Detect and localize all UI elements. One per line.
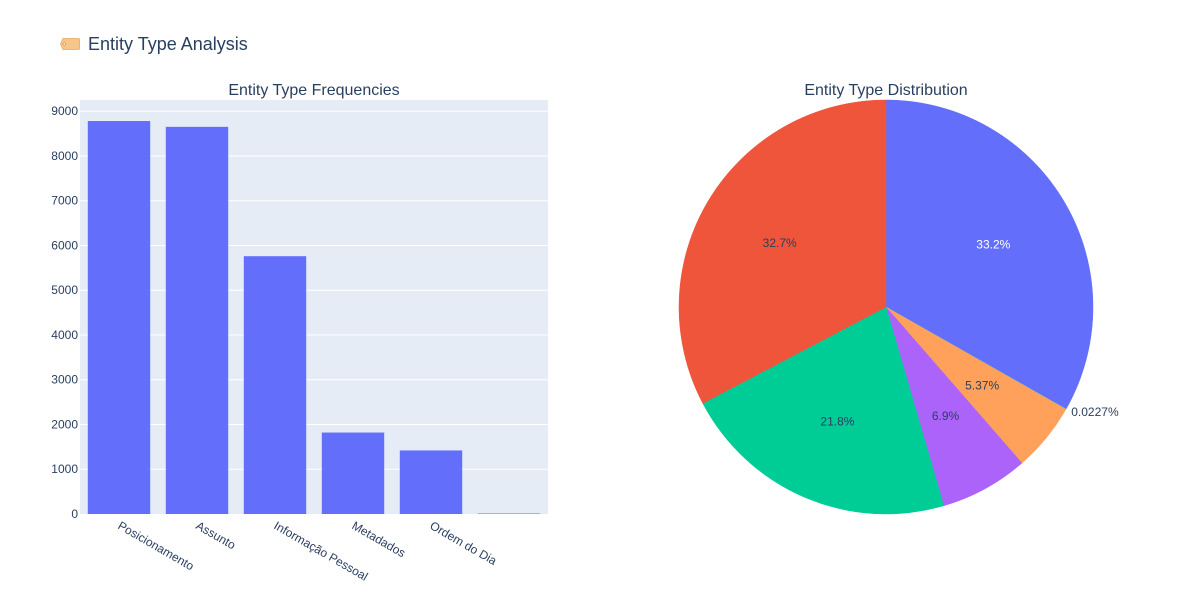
bar [243, 256, 307, 514]
pie-chart: Entity Type Distribution 33.2% 0.0227% 5.3… [678, 82, 1119, 515]
y-tick-label: 4000 [51, 328, 78, 342]
pie-slice [678, 99, 887, 404]
bar-plot-background [80, 100, 548, 514]
pie-slice-label: 21.8% [820, 414, 854, 428]
y-tick-label: 7000 [51, 194, 78, 208]
pie-slice-label: 33.2% [976, 237, 1010, 251]
y-tick-label: 9000 [51, 104, 78, 118]
pie-chart-title: Entity Type Distribution [804, 82, 967, 99]
y-tick-label: 2000 [51, 417, 78, 431]
bar-y-axis-ticks: 0 1000 2000 3000 4000 5000 6000 7000 8000 9000 [51, 104, 78, 521]
pie-slice-label: 5.37% [965, 379, 999, 393]
bar-gridlines [80, 110, 548, 470]
chart-header: Entity Type Analysis [60, 30, 248, 58]
bar-chart-title: Entity Type Frequencies [228, 82, 399, 99]
bar [165, 126, 229, 514]
pie-slice [702, 306, 945, 515]
y-tick-label: 8000 [51, 149, 78, 163]
bar [399, 450, 463, 514]
y-tick-label: 5000 [51, 283, 78, 297]
bar-series [87, 121, 541, 514]
pie-slice [885, 99, 1094, 410]
tag-icon [60, 38, 80, 50]
pie-slices [678, 99, 1094, 515]
x-tick-label: Metadados [350, 518, 408, 560]
pie-slice-label: 32.7% [763, 236, 797, 250]
bar-chart: Entity Type Frequencies 0 1000 2000 3000 400… [51, 82, 548, 584]
page-title: Entity Type Analysis [88, 33, 248, 54]
pie-labels: 33.2% 0.0227% 5.37% 6.9% 21.8% 32.7% [763, 236, 1119, 429]
y-tick-label: 0 [71, 507, 78, 521]
x-tick-label: Posicionamento [116, 518, 197, 573]
pie-slice-label: 0.0227% [1071, 405, 1119, 419]
bar [321, 432, 385, 514]
bar [477, 513, 541, 514]
y-tick-label: 6000 [51, 238, 78, 252]
x-tick-label: Ordem do Dia [428, 518, 500, 568]
y-tick-label: 1000 [51, 462, 78, 476]
y-tick-label: 3000 [51, 373, 78, 387]
pie-slice-label: 6.9% [932, 409, 960, 423]
x-tick-label: Assunto [194, 518, 239, 552]
bar [87, 121, 151, 514]
